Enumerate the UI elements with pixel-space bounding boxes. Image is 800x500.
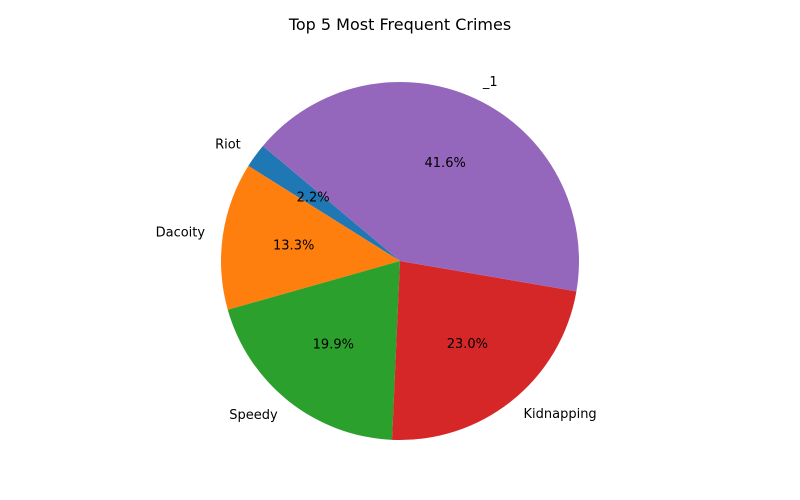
- slice-label: Riot: [215, 138, 241, 153]
- slice-label: Kidnapping: [523, 407, 596, 422]
- pie-slice-1: [262, 82, 579, 292]
- pie-slice-dacoity: [220, 165, 400, 310]
- slice-label: _1: [482, 75, 498, 90]
- slice-percent-label: 13.3%: [273, 238, 314, 253]
- chart-title: Top 5 Most Frequent Crimes: [288, 15, 511, 34]
- slice-percent-label: 23.0%: [447, 337, 488, 352]
- slice-percent-label: 41.6%: [425, 156, 466, 171]
- slice-percent-label: 19.9%: [313, 338, 354, 353]
- pie-slice-speedy: [227, 261, 400, 440]
- slice-percent-label: 2.2%: [297, 190, 330, 205]
- pie-slice-riot: [248, 145, 400, 261]
- slice-label: Speedy: [229, 408, 278, 423]
- pie-slice-kidnapping: [392, 261, 577, 440]
- slice-label: Dacoity: [156, 226, 206, 241]
- pie-labels: Riot 2.2% Dacoity 13.3% Speedy 19.9% Kidnappin…: [156, 75, 597, 423]
- pie-slices: [220, 82, 579, 440]
